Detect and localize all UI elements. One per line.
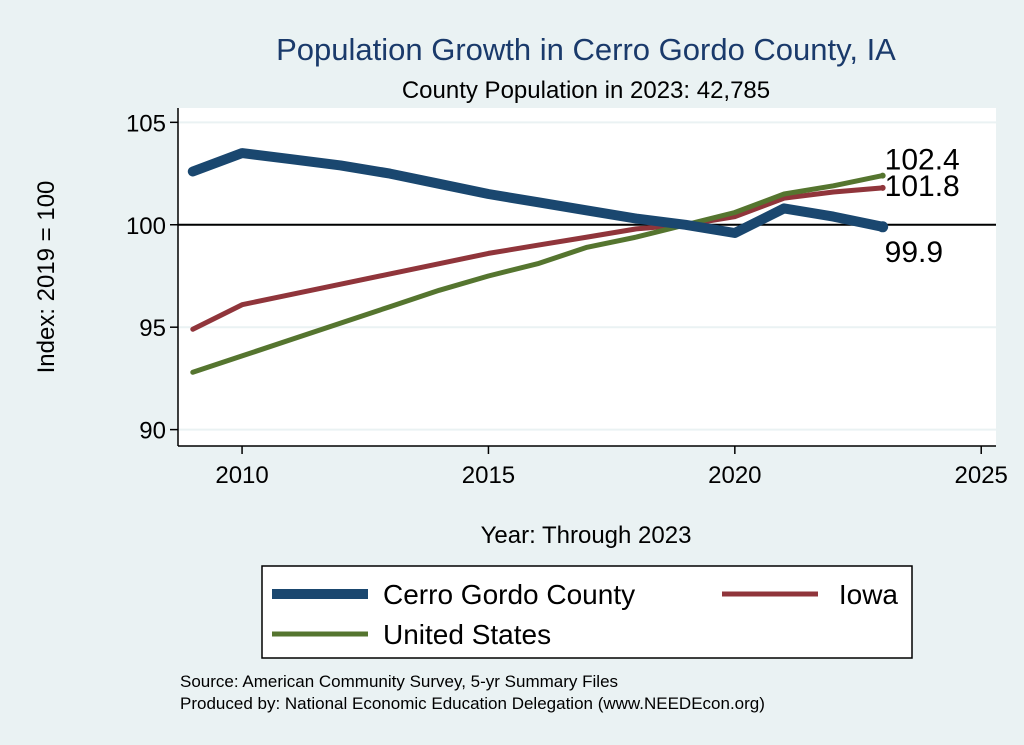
chart-subtitle: County Population in 2023: 42,785 bbox=[402, 77, 770, 104]
series-endpoint bbox=[877, 221, 889, 233]
legend: Cerro Gordo County Iowa United States bbox=[272, 579, 898, 650]
y-tick-label: 100 bbox=[126, 213, 166, 240]
y-tick-label: 95 bbox=[139, 315, 166, 342]
series-line bbox=[187, 148, 888, 238]
y-tick-label: 90 bbox=[139, 418, 166, 445]
series-end-label: 102.4 bbox=[885, 144, 960, 177]
legend-box bbox=[261, 565, 913, 659]
x-tick-label: 2020 bbox=[708, 462, 761, 489]
series-end-label: 101.8 bbox=[885, 170, 960, 203]
x-ticks: 2010 2015 2020 2025 bbox=[215, 446, 1008, 489]
legend-label: United States bbox=[383, 619, 551, 650]
series-lines bbox=[187, 148, 889, 375]
producer-note: Produced by: National Economic Education… bbox=[180, 694, 765, 713]
x-tick-label: 2010 bbox=[215, 462, 268, 489]
x-axis-label: Year: Through 2023 bbox=[481, 522, 692, 549]
legend-label: Iowa bbox=[839, 579, 899, 610]
x-tick-label: 2015 bbox=[462, 462, 515, 489]
series-line bbox=[190, 185, 886, 332]
chart-title: Population Growth in Cerro Gordo County,… bbox=[276, 32, 896, 67]
series-endpoint bbox=[879, 184, 886, 191]
source-note: Source: American Community Survey, 5-yr … bbox=[180, 672, 618, 691]
series-endpoint bbox=[879, 172, 886, 179]
series-line bbox=[190, 173, 886, 375]
series-end-label: 99.9 bbox=[885, 236, 943, 269]
y-ticks: 90 95 100 105 bbox=[126, 110, 178, 445]
y-axis-label: Index: 2019 = 100 bbox=[33, 181, 60, 374]
x-tick-label: 2025 bbox=[955, 462, 1008, 489]
legend-label: Cerro Gordo County bbox=[383, 579, 635, 610]
y-tick-label: 105 bbox=[126, 110, 166, 137]
